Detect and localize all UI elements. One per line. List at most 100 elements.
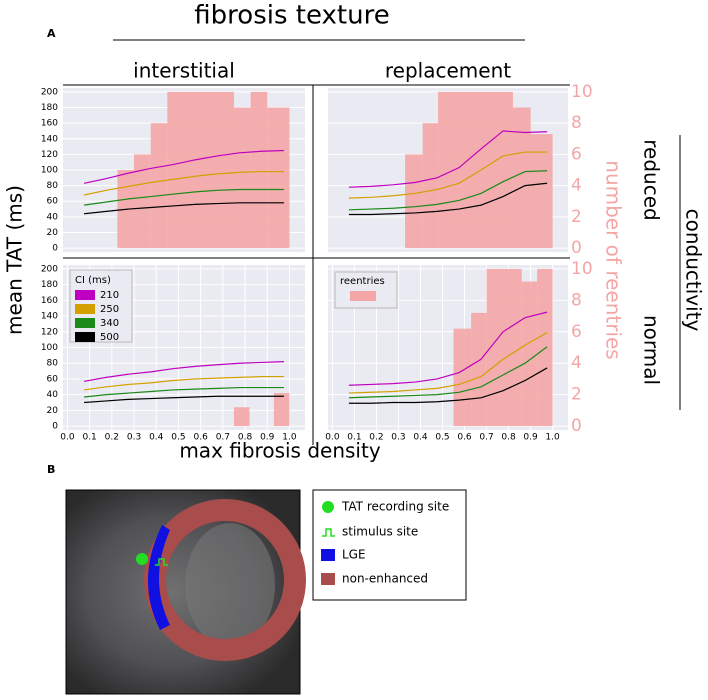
x-tick-label: 0.1	[82, 433, 96, 443]
y-label: mean TAT (ms)	[3, 185, 27, 335]
x-tick-label: 0.9	[523, 433, 538, 443]
ci-line	[84, 188, 284, 206]
y2-tick-label: 4	[571, 176, 582, 196]
ci-line	[84, 202, 284, 215]
legend-text: 210	[100, 290, 119, 301]
ci-line	[83, 170, 284, 196]
x-tick-label: 0.2	[105, 433, 119, 443]
reentry-bar	[250, 91, 268, 249]
reentry-bar	[471, 312, 487, 427]
title: fibrosis texture	[194, 1, 389, 31]
ci-line	[83, 149, 284, 184]
y-tick-label: 200	[41, 87, 58, 97]
reentry-bar	[486, 268, 522, 427]
ci-line	[348, 332, 548, 394]
reentry-bar	[530, 134, 553, 249]
legend-swatch	[75, 332, 95, 342]
legend-text: TAT recording site	[341, 500, 449, 514]
legend-text: 340	[100, 318, 119, 329]
y-tick-label: 100	[41, 166, 58, 176]
ci-line	[84, 386, 284, 398]
row-label: normal	[640, 315, 664, 385]
x-tick-label: 0.6	[457, 433, 472, 443]
y-tick-label: 20	[47, 228, 59, 238]
y-tick-label: 40	[47, 212, 59, 222]
reentry-bar	[512, 107, 531, 249]
row-group-label: conductivity	[682, 209, 706, 332]
y-tick-label: 80	[47, 359, 59, 369]
x-tick-label: 0.8	[238, 433, 253, 443]
ci-line	[83, 361, 284, 382]
legend-text: LGE	[342, 548, 366, 562]
x-tick-label: 1.0	[282, 433, 297, 443]
reentry-bar	[150, 123, 168, 249]
reentry-bar	[267, 107, 290, 249]
ci-line	[348, 367, 548, 404]
y2-tick-label: 6	[571, 322, 582, 342]
y2-tick-label: 10	[571, 82, 593, 102]
x-tick-label: 0.5	[435, 433, 449, 443]
legend-title: CI (ms)	[75, 275, 111, 286]
x-tick-label: 0.6	[193, 433, 208, 443]
x-label: max fibrosis density	[179, 439, 380, 463]
legend-swatch	[75, 304, 95, 314]
y-tick-label: 100	[41, 343, 58, 353]
y2-tick-label: 2	[571, 207, 582, 227]
y2-tick-label: 0	[571, 238, 582, 258]
ci-line	[348, 130, 548, 188]
x-tick-label: 0.3	[391, 433, 405, 443]
y2-tick-label: 8	[571, 290, 582, 310]
y-tick-label: 160	[41, 119, 58, 129]
y2-tick-label: 2	[571, 385, 582, 405]
y-tick-label: 120	[41, 150, 58, 160]
y2-tick-label: 0	[571, 416, 582, 436]
y2-tick-label: 6	[571, 144, 582, 164]
ci-line	[348, 170, 548, 211]
column-title: interstitial	[133, 59, 235, 83]
reentry-bar	[453, 328, 472, 427]
y-tick-label: 20	[47, 406, 59, 416]
panel-label: A	[47, 27, 56, 40]
reentry-bar	[134, 154, 151, 249]
reentry-bar	[167, 91, 234, 249]
row-label: reduced	[640, 139, 664, 220]
panel-label: B	[47, 463, 55, 476]
y-tick-label: 60	[47, 374, 59, 384]
ci-line	[84, 395, 284, 404]
y-tick-label: 0	[52, 422, 58, 432]
ci-line	[348, 311, 548, 386]
x-tick-label: 0.0	[325, 433, 340, 443]
y2-tick-label: 10	[571, 259, 593, 279]
y-tick-label: 40	[47, 390, 59, 400]
legend-text: 250	[100, 304, 119, 315]
y-tick-label: 0	[52, 244, 58, 254]
legend-text: 500	[100, 332, 119, 343]
y-tick-label: 80	[47, 181, 59, 191]
legend-swatch	[75, 318, 95, 328]
y2-label: number of reentries	[602, 160, 626, 359]
reentry-bar	[233, 107, 251, 249]
reentry-bar	[521, 281, 538, 427]
x-tick-label: 0.0	[60, 433, 75, 443]
x-tick-label: 0.2	[369, 433, 383, 443]
x-tick-label: 0.7	[216, 433, 230, 443]
legend: CI (ms) 210 250 340 500	[69, 269, 133, 343]
legend-text: non-enhanced	[342, 572, 428, 586]
x-tick-label: 0.5	[171, 433, 185, 443]
x-tick-label: 0.7	[479, 433, 493, 443]
y-tick-label: 140	[41, 312, 58, 322]
legend-swatch	[75, 290, 95, 300]
x-tick-label: 0.1	[347, 433, 361, 443]
mri-image	[65, 489, 306, 695]
reentry-bar	[273, 393, 290, 427]
x-tick-label: 0.4	[149, 433, 164, 443]
x-tick-label: 0.3	[127, 433, 141, 443]
y2-tick-label: 8	[571, 113, 582, 133]
y2-tick-label: 4	[571, 353, 582, 373]
reentry-bar	[422, 123, 439, 249]
x-tick-label: 1.0	[545, 433, 560, 443]
x-tick-label: 0.4	[413, 433, 428, 443]
y-tick-label: 160	[41, 296, 58, 306]
reentry-bar	[537, 268, 553, 427]
